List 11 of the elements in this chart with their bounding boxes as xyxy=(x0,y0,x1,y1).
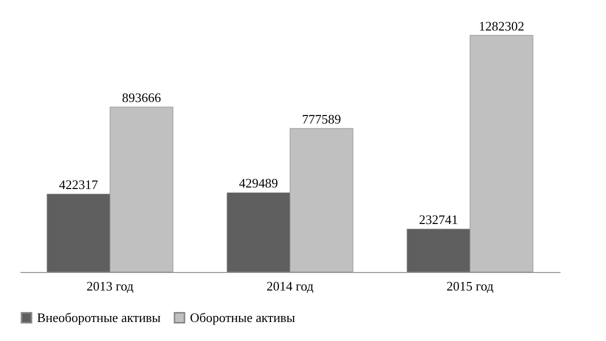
x-tick-label: 2013 год xyxy=(86,278,134,294)
data-label: 777589 xyxy=(302,111,341,126)
data-label: 1282302 xyxy=(478,18,524,34)
legend-label: Оборотные активы xyxy=(190,310,296,325)
data-label: 893666 xyxy=(122,90,162,106)
data-label: 429489 xyxy=(239,176,278,191)
x-tick-label: 2014 год xyxy=(266,278,314,294)
legend-label: Внеоборотные активы xyxy=(37,310,161,325)
data-label: 422317 xyxy=(59,177,98,192)
data-label: 232741 xyxy=(419,212,458,228)
x-tick-label: 2015 год xyxy=(446,278,494,294)
